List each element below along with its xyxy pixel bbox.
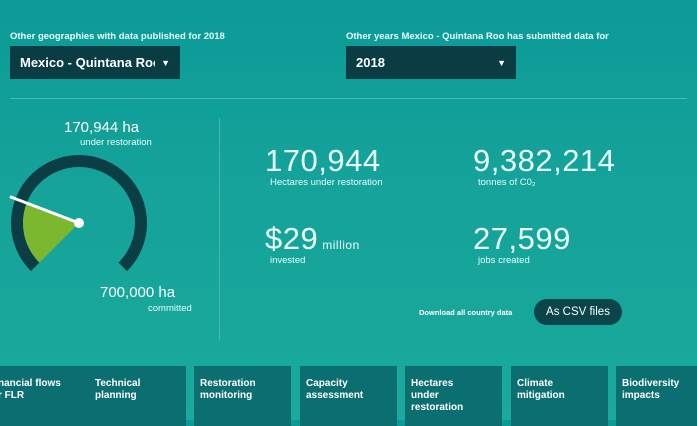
co2-caption: tonnes of C0₂	[478, 177, 536, 188]
tile-climate-mitigation[interactable]: Climate mitigation	[511, 366, 608, 426]
gauge-restoration-value: 170,944 ha	[64, 119, 140, 136]
tile-biodiversity-impacts[interactable]: Biodiversity impacts	[616, 366, 697, 426]
tile-technical-planning[interactable]: Technical planning	[89, 366, 186, 426]
year-select-value: 2018	[356, 55, 385, 70]
geography-select-value: Mexico - Quintana Roo	[20, 55, 156, 70]
gauge-committed-caption: committed	[148, 303, 192, 314]
csv-download-button[interactable]: As CSV files	[534, 299, 622, 325]
gauge-pivot	[74, 218, 84, 228]
download-label: Download all country data	[419, 308, 513, 317]
invested-value: $29 million	[265, 221, 360, 257]
invested-suffix: million	[322, 238, 360, 252]
co2-value: 9,382,214	[473, 143, 616, 178]
invested-caption: invested	[270, 255, 306, 266]
restoration-gauge	[9, 155, 147, 272]
gauge-restoration-caption: under restoration	[80, 137, 152, 148]
year-select[interactable]: 2018 ▼	[346, 46, 516, 79]
hectares-value: 170,944	[265, 143, 381, 178]
geography-select[interactable]: Mexico - Quintana Roo ▼	[10, 46, 180, 79]
caret-down-icon: ▼	[161, 57, 170, 68]
gauge-committed-value: 700,000 ha	[100, 284, 176, 301]
jobs-caption: jobs created	[478, 255, 530, 266]
section-divider	[10, 98, 687, 99]
vertical-divider	[219, 118, 220, 340]
tile-financial-flows[interactable]: nancial flows r FLR	[0, 366, 89, 426]
invested-amount: $29	[265, 221, 319, 256]
tile-hectares-under-restoration[interactable]: Hectares under restoration	[405, 366, 502, 426]
tile-restoration-monitoring[interactable]: Restoration monitoring	[194, 366, 291, 426]
years-label: Other years Mexico - Quintana Roo has su…	[346, 31, 609, 42]
tile-capacity-assessment[interactable]: Capacity assessment	[300, 366, 397, 426]
hectares-caption: Hectares under restoration	[270, 177, 383, 188]
gauge-track	[11, 155, 147, 272]
geography-label: Other geographies with data published fo…	[10, 31, 225, 42]
jobs-value: 27,599	[473, 221, 571, 256]
gauge-needle	[9, 195, 80, 225]
caret-down-icon: ▼	[497, 57, 506, 68]
